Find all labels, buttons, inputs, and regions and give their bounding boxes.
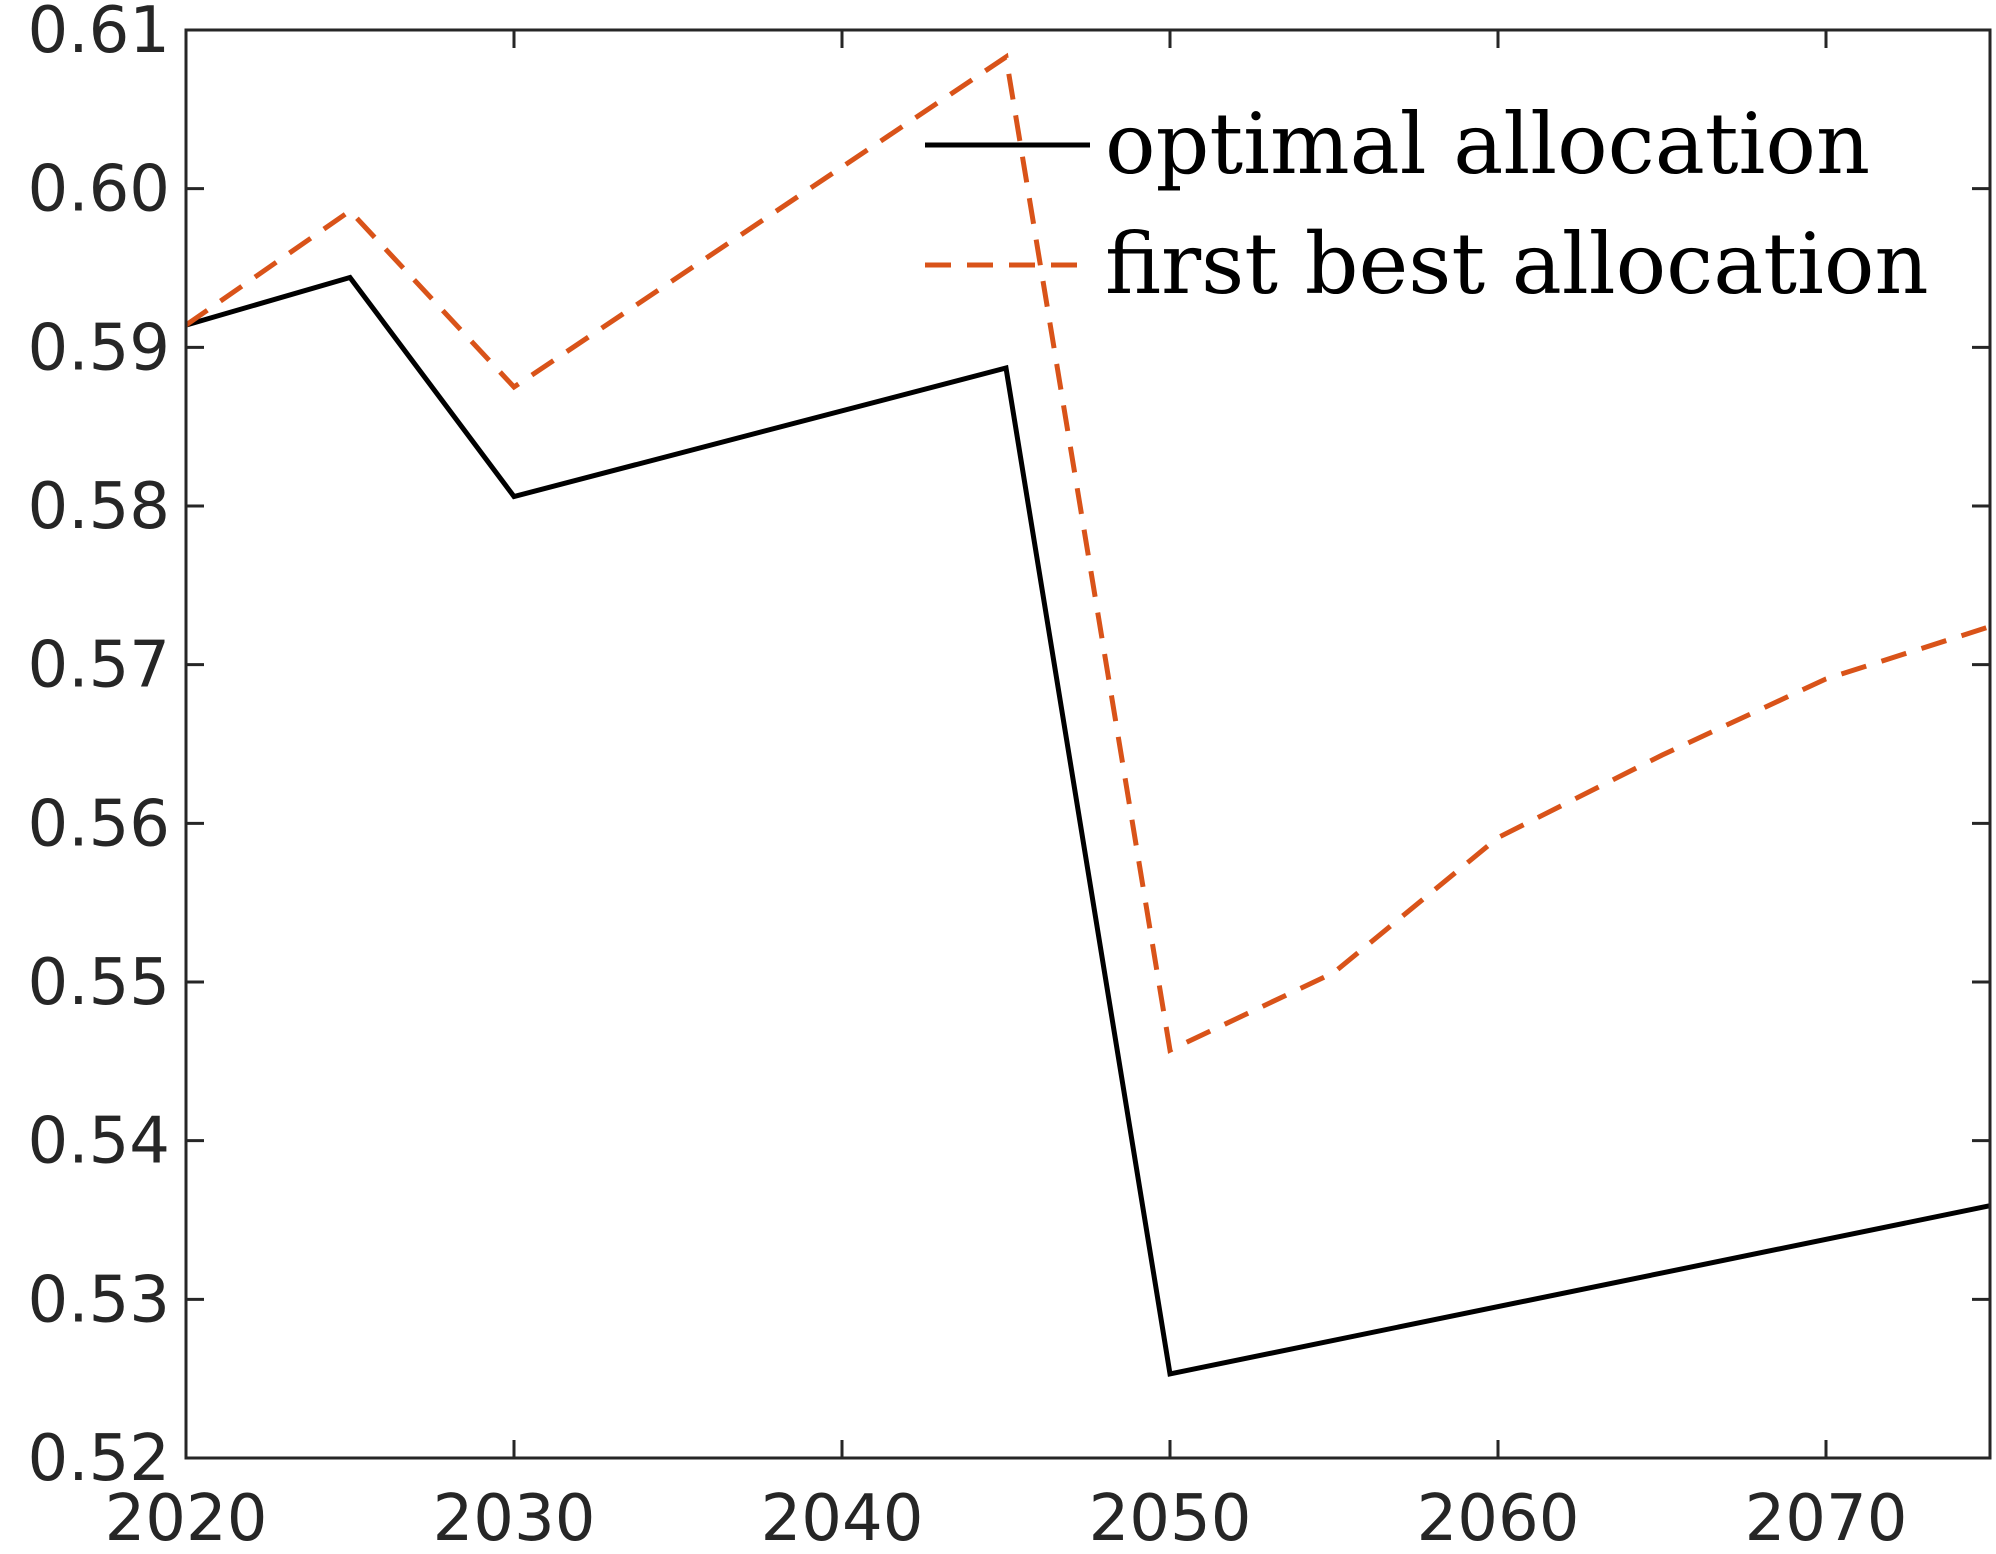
y-tick-label: 0.55 bbox=[28, 946, 171, 1020]
y-tick-label: 0.61 bbox=[28, 0, 171, 68]
legend-label-2: first best allocation bbox=[1105, 215, 1929, 313]
series-line-1 bbox=[185, 274, 1991, 1377]
x-tick-label: 2020 bbox=[105, 1482, 268, 1554]
x-axis-ticks: 2020 2030 2040 2050 2060 2070 bbox=[105, 30, 1908, 1554]
y-tick-label: 0.52 bbox=[28, 1422, 171, 1496]
series-layer bbox=[184, 52, 1991, 1377]
x-tick-label: 2040 bbox=[761, 1482, 924, 1554]
y-tick-label: 0.58 bbox=[28, 470, 171, 544]
series-line-2 bbox=[184, 52, 1991, 1054]
legend-label-1: optimal allocation bbox=[1105, 95, 1870, 193]
x-tick-label: 2030 bbox=[433, 1482, 596, 1554]
x-tick-label: 2060 bbox=[1417, 1482, 1580, 1554]
y-tick-label: 0.60 bbox=[28, 153, 171, 227]
y-axis-ticks: 0.52 0.53 0.54 0.55 0.56 0.57 0.58 0.59 0.60 0.61 bbox=[28, 0, 1990, 1496]
axes-box bbox=[184, 28, 1992, 1460]
y-tick-label: 0.53 bbox=[28, 1263, 171, 1337]
y-tick-label: 0.57 bbox=[28, 629, 171, 703]
y-tick-label: 0.54 bbox=[28, 1105, 171, 1179]
y-tick-label: 0.59 bbox=[28, 311, 171, 385]
y-tick-label: 0.56 bbox=[28, 787, 171, 861]
x-tick-label: 2070 bbox=[1745, 1482, 1908, 1554]
legend: optimal allocation first best allocation bbox=[925, 95, 1929, 313]
axes bbox=[184, 28, 1992, 1460]
x-tick-label: 2050 bbox=[1089, 1482, 1252, 1554]
